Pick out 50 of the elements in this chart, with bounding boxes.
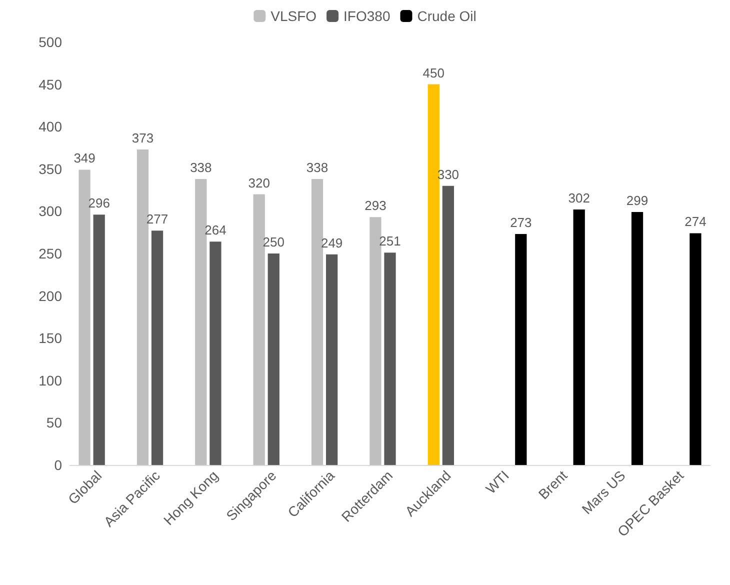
y-tick-label: 350 <box>38 160 62 177</box>
bar <box>253 194 265 465</box>
y-tick-label: 200 <box>38 288 62 304</box>
data-label: 277 <box>146 212 168 227</box>
bar <box>631 212 644 465</box>
data-label: 302 <box>568 190 590 206</box>
bar <box>515 234 527 465</box>
bar <box>78 170 90 465</box>
bar <box>573 210 585 465</box>
y-tick-label: 250 <box>38 246 62 262</box>
bar <box>690 233 702 465</box>
bar <box>151 230 164 465</box>
bar <box>326 254 338 465</box>
y-tick-label: 300 <box>38 203 62 220</box>
data-label: 299 <box>626 193 648 208</box>
y-tick-label: 500 <box>38 34 62 50</box>
legend-label: Crude Oil <box>417 8 476 24</box>
bar <box>311 179 324 465</box>
data-label: 373 <box>132 130 154 146</box>
legend-label: IFO380 <box>344 8 390 24</box>
x-tick-label: WTI <box>482 467 512 497</box>
bar <box>370 217 382 465</box>
bar <box>195 179 207 465</box>
y-tick-label: 50 <box>46 414 62 431</box>
data-label: 293 <box>364 198 386 214</box>
data-label: 274 <box>684 214 706 230</box>
data-label: 264 <box>204 222 226 238</box>
data-label: 251 <box>379 234 401 249</box>
y-tick-label: 0 <box>54 457 62 473</box>
data-label: 338 <box>190 160 212 176</box>
bar <box>93 214 105 465</box>
data-label: 273 <box>510 215 532 230</box>
data-label: 320 <box>248 175 270 190</box>
legend-label: VLSFO <box>270 8 317 24</box>
bar <box>442 186 454 465</box>
data-label: 450 <box>422 65 444 80</box>
data-label: 349 <box>74 150 96 166</box>
data-label: 338 <box>306 160 328 176</box>
bar <box>384 252 396 465</box>
y-tick-label: 450 <box>38 76 62 92</box>
bar <box>136 149 149 465</box>
data-label: 250 <box>262 234 284 250</box>
data-label: 296 <box>88 196 110 211</box>
y-tick-label: 150 <box>38 330 62 346</box>
bar <box>210 242 222 465</box>
bar <box>428 84 440 465</box>
bar <box>268 254 280 465</box>
data-label: 249 <box>320 235 343 250</box>
y-tick-label: 100 <box>38 372 62 388</box>
y-tick-label: 400 <box>38 118 62 135</box>
